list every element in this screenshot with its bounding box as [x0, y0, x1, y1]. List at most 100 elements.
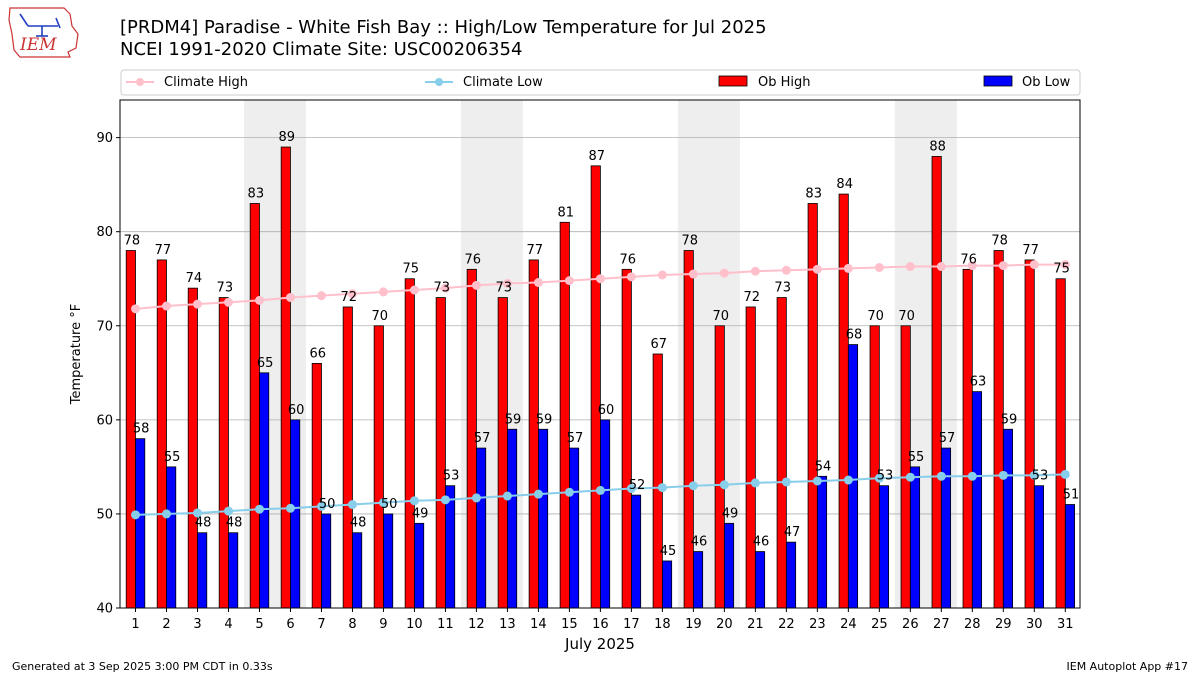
- title-line-1: [PRDM4] Paradise - White Fish Bay :: Hig…: [120, 17, 767, 38]
- ob-high-label: 78: [124, 234, 141, 249]
- ob-high-label: 87: [588, 149, 605, 164]
- x-tick-label: 31: [1057, 617, 1074, 632]
- ob-low-bar: [321, 513, 332, 609]
- bars: [125, 146, 1076, 609]
- ob-low-label: 53: [877, 469, 894, 484]
- x-tick-label: 25: [871, 617, 888, 632]
- climate-low-point: [998, 470, 1008, 480]
- ob-low-label: 55: [164, 450, 181, 465]
- climate-high-point: [471, 280, 481, 290]
- climate-high-point: [1029, 260, 1039, 270]
- footer-generated: Generated at 3 Sep 2025 3:00 PM CDT in 0…: [12, 660, 273, 673]
- ob-low-bar: [569, 447, 580, 609]
- ob-high-bar: [435, 297, 446, 609]
- ob-high-label: 77: [526, 243, 543, 258]
- climate-low-point: [409, 496, 419, 506]
- ob-high-bar: [931, 156, 942, 609]
- ob-low-bar: [538, 428, 549, 609]
- chart-title: [PRDM4] Paradise - White Fish Bay :: Hig…: [120, 17, 767, 61]
- ob-high-bar: [962, 268, 973, 609]
- climate-low-point: [440, 495, 450, 505]
- x-tick-label: 8: [348, 617, 356, 632]
- ob-low-bar: [228, 532, 239, 609]
- ob-low-bar: [754, 551, 766, 609]
- x-tick-label: 21: [747, 617, 764, 632]
- x-tick-label: 28: [964, 617, 981, 632]
- ob-low-label: 47: [784, 525, 801, 540]
- climate-high-point: [564, 276, 574, 286]
- climate-high-point: [378, 287, 388, 297]
- ob-low-label: 68: [846, 328, 863, 343]
- x-tick-label: 1: [131, 617, 139, 632]
- ob-low-label: 59: [1001, 412, 1018, 427]
- ob-high-bar: [869, 325, 880, 609]
- ob-low-label: 48: [226, 516, 243, 531]
- y-tick-label: 60: [96, 413, 113, 428]
- ob-low-label: 63: [970, 375, 987, 390]
- climate-low-point: [564, 487, 574, 497]
- climate-high-point: [223, 297, 233, 307]
- legend-climate-low-label: Climate Low: [463, 75, 543, 90]
- ob-high-bar: [528, 259, 539, 609]
- ob-low-label: 46: [753, 535, 770, 550]
- ob-low-bar: [135, 438, 146, 609]
- climate-low-point: [905, 472, 915, 482]
- ob-low-label: 58: [133, 422, 150, 437]
- climate-high-point: [533, 278, 543, 288]
- climate-low-point: [874, 473, 884, 483]
- climate-lines: [131, 260, 1070, 520]
- x-tick-label: 5: [255, 617, 263, 632]
- ob-high-label: 84: [836, 177, 853, 192]
- ob-high-label: 78: [681, 234, 698, 249]
- ob-low-label: 45: [660, 544, 677, 559]
- ob-low-bar: [1064, 504, 1076, 609]
- ob-high-bar: [280, 146, 291, 609]
- x-tick-label: 9: [379, 617, 387, 632]
- x-tick-label: 29: [995, 617, 1012, 632]
- climate-high-point: [131, 304, 140, 314]
- climate-high-point: [1060, 260, 1070, 270]
- ob-high-bar: [683, 250, 694, 609]
- ob-low-label: 46: [691, 535, 708, 550]
- ob-high-label: 70: [712, 309, 729, 324]
- x-tick-label: 19: [685, 617, 702, 632]
- ob-low-label: 50: [319, 497, 336, 512]
- climate-low-point: [657, 483, 667, 493]
- ob-low-label: 57: [474, 431, 491, 446]
- climate-low-point: [843, 475, 853, 485]
- ob-high-bar: [807, 203, 818, 609]
- x-tick-label: 7: [317, 617, 325, 632]
- ob-low-label: 51: [1063, 488, 1080, 503]
- ob-low-bar: [1033, 485, 1045, 609]
- ob-low-bar: [692, 551, 704, 609]
- x-tick-label: 11: [437, 617, 454, 632]
- climate-high-point: [347, 289, 357, 299]
- ob-high-label: 72: [743, 290, 760, 305]
- ob-low-bar: [909, 466, 921, 609]
- ob-high-bar: [621, 268, 632, 609]
- ob-low-label: 49: [722, 506, 739, 521]
- climate-low-point: [502, 491, 512, 501]
- ob-low-bar: [723, 522, 735, 609]
- climate-high-point: [905, 262, 915, 272]
- x-tick-label: 10: [406, 617, 423, 632]
- ob-high-label: 88: [929, 139, 946, 154]
- x-tick-label: 18: [654, 617, 671, 632]
- climate-low-point: [750, 478, 760, 488]
- ob-high-label: 89: [279, 130, 296, 145]
- legend-climate-high-label: Climate High: [164, 75, 248, 90]
- ob-high-label: 83: [248, 186, 265, 201]
- y-axis-label: Temperature °F: [69, 304, 84, 405]
- y-tick-label: 90: [96, 131, 113, 146]
- y-tick-label: 40: [96, 602, 113, 617]
- x-tick-label: 30: [1026, 617, 1043, 632]
- climate-low-point: [192, 508, 202, 518]
- ob-high-label: 77: [1022, 243, 1039, 258]
- x-tick-label: 13: [499, 617, 516, 632]
- ob-high-bar: [900, 325, 911, 609]
- legend-frame: [120, 69, 1081, 96]
- ob-high-bar: [776, 297, 787, 609]
- ob-low-label: 52: [629, 478, 646, 493]
- x-tick-label: 16: [592, 617, 609, 632]
- climate-low-point: [347, 500, 357, 510]
